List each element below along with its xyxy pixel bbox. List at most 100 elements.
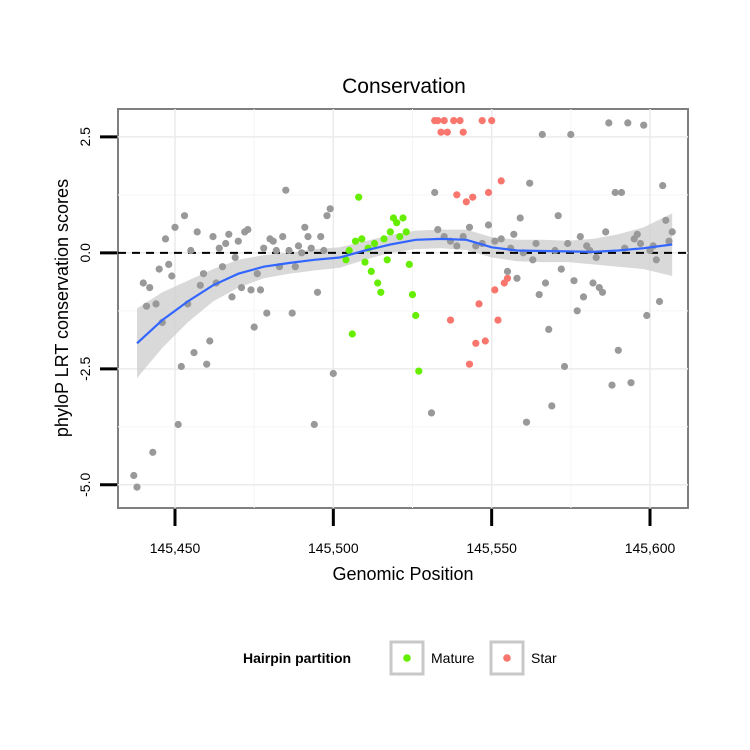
legend-label-mature: Mature — [431, 650, 475, 666]
point-other — [298, 249, 306, 257]
point-star — [488, 117, 496, 125]
point-other — [554, 212, 562, 220]
point-star — [450, 117, 458, 125]
data-points — [130, 117, 676, 491]
point-other — [614, 346, 622, 354]
point-other — [516, 214, 524, 222]
point-mature — [355, 193, 363, 201]
point-mature — [415, 367, 423, 375]
point-other — [564, 239, 572, 248]
x-axis-label: Genomic Position — [332, 564, 473, 584]
point-other — [171, 223, 179, 231]
point-other — [636, 239, 645, 248]
point-other — [304, 233, 312, 241]
y-axis-label: phyloP LRT conservation scores — [52, 179, 72, 437]
point-other — [263, 309, 271, 317]
point-mature — [342, 256, 350, 264]
point-other — [541, 279, 550, 287]
point-star — [472, 339, 480, 347]
point-star — [462, 198, 470, 206]
point-mature — [393, 219, 401, 227]
point-other — [282, 186, 290, 194]
point-mature — [367, 267, 375, 275]
point-star — [434, 117, 442, 125]
point-other — [139, 279, 147, 287]
point-mature — [374, 279, 382, 287]
point-other — [244, 226, 252, 234]
x-tick-label: 145,550 — [466, 540, 517, 556]
point-other — [560, 362, 569, 371]
point-other — [592, 253, 600, 262]
point-mature — [402, 228, 410, 236]
point-mature — [351, 237, 360, 245]
x-tick-label: 145,500 — [308, 540, 359, 556]
point-other — [513, 274, 521, 282]
point-star — [491, 286, 499, 294]
point-mature — [345, 246, 353, 255]
point-other — [215, 244, 223, 252]
point-star — [481, 337, 489, 345]
point-other — [491, 237, 499, 245]
legend-swatch-star — [503, 654, 511, 662]
point-mature — [399, 214, 407, 222]
point-other — [203, 360, 211, 368]
point-other — [237, 284, 246, 292]
point-mature — [348, 330, 356, 338]
point-star — [437, 128, 445, 136]
point-mature — [396, 233, 404, 241]
legend-item-star: Star — [489, 640, 557, 676]
point-other — [218, 263, 227, 271]
point-other — [269, 237, 277, 245]
y-tick-label: 0.0 — [77, 243, 93, 263]
point-other — [323, 212, 331, 220]
chart-title: Conservation — [342, 75, 466, 98]
point-other — [133, 483, 141, 491]
point-other — [288, 309, 296, 317]
point-other — [228, 293, 236, 301]
point-other — [180, 212, 189, 220]
point-other — [206, 337, 214, 345]
point-mature — [383, 256, 391, 264]
point-other — [285, 246, 293, 255]
point-other — [130, 471, 138, 480]
point-other — [196, 281, 204, 289]
point-other — [538, 130, 546, 139]
point-other — [652, 256, 660, 264]
point-other — [662, 216, 670, 224]
point-other — [431, 188, 439, 197]
point-other — [484, 221, 493, 229]
point-other — [142, 302, 151, 310]
point-other — [589, 279, 597, 287]
point-other — [307, 244, 315, 252]
point-star — [503, 274, 512, 282]
point-mature — [386, 228, 394, 236]
point-other — [313, 288, 322, 296]
point-other — [174, 420, 182, 429]
point-other — [526, 179, 534, 187]
point-mature — [412, 311, 420, 320]
point-other — [665, 237, 673, 245]
plot-area — [117, 108, 689, 509]
point-other — [187, 246, 195, 255]
legend-swatch-mature — [403, 654, 411, 662]
point-other — [627, 379, 635, 387]
point-mature — [377, 288, 385, 296]
point-other — [640, 121, 648, 129]
point-other — [598, 288, 607, 296]
loess-smooth-line — [136, 237, 673, 345]
x-tick-label: 145,600 — [625, 540, 676, 556]
point-other — [611, 188, 619, 197]
point-star — [465, 360, 474, 368]
legend-label-star: Star — [531, 650, 557, 666]
point-star — [456, 117, 464, 125]
smooth-confidence-ribbon — [137, 213, 673, 379]
point-other — [225, 230, 233, 238]
point-other — [548, 402, 556, 410]
point-other — [427, 409, 436, 417]
point-mature — [370, 239, 379, 248]
point-other — [152, 300, 160, 308]
point-other — [602, 228, 610, 236]
point-other — [617, 188, 626, 197]
point-other — [209, 233, 217, 241]
point-other — [576, 233, 584, 241]
